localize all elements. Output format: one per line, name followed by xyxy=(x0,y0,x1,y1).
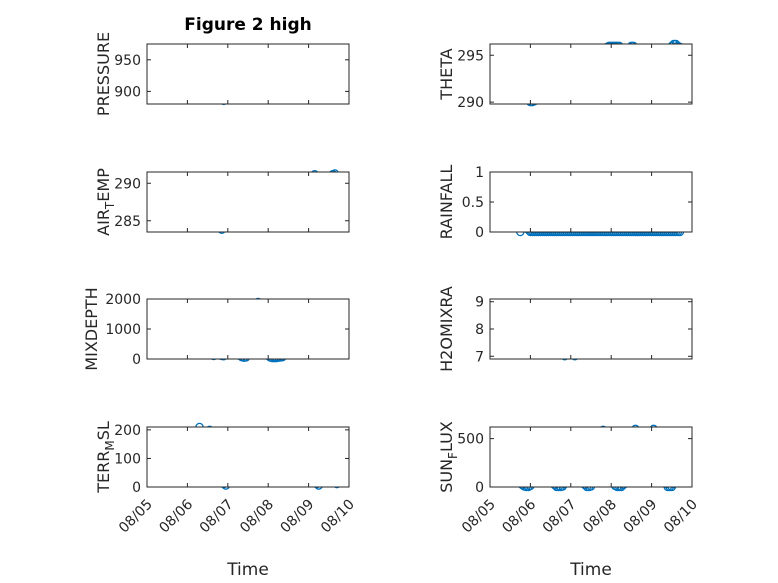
y-axis-label-main: SUN xyxy=(437,459,456,493)
y-axis-label-rest: LUX xyxy=(437,421,456,452)
y-axis-label: AIRTEMP xyxy=(94,168,117,236)
y-tick-label: 0 xyxy=(132,480,141,496)
y-axis-label-subscript: F xyxy=(446,452,460,459)
x-tick-label: 08/09 xyxy=(621,497,661,537)
y-tick-label: 2000 xyxy=(105,292,141,308)
x-tick-label: 08/10 xyxy=(661,497,701,537)
y-axis-label-main: RAINFALL xyxy=(437,165,456,240)
y-tick-label: 0.5 xyxy=(462,195,484,211)
y-axis-label-main: MIXDEPTH xyxy=(82,287,101,370)
y-axis-label-subscript: T xyxy=(103,201,117,210)
axes-box xyxy=(489,43,693,105)
y-tick-label: 1000 xyxy=(105,322,141,338)
y-axis-label: MIXDEPTH xyxy=(82,287,101,370)
y-axis-label: THETA xyxy=(437,48,456,100)
axes-box xyxy=(489,171,693,233)
x-axis-label: Time xyxy=(226,560,269,580)
x-tick-label: 08/08 xyxy=(580,497,620,537)
axes-box xyxy=(489,298,693,360)
y-tick-label: 950 xyxy=(114,53,141,69)
x-tick-label: 08/10 xyxy=(318,497,358,537)
axes-box xyxy=(146,298,350,360)
y-tick-label: 0 xyxy=(132,352,141,368)
axes-box xyxy=(489,426,693,488)
x-axis-label: Time xyxy=(569,560,612,580)
x-tick-label: 08/07 xyxy=(540,497,580,537)
y-tick-label: 500 xyxy=(457,432,484,448)
y-tick-label: 9 xyxy=(475,295,484,311)
x-tick-label: 08/09 xyxy=(278,497,318,537)
y-tick-label: 7 xyxy=(475,349,484,365)
panel-sun-flux: 0 500 08/05 08/06 08/07 08/08 08/09 08/10 Time SU… xyxy=(437,421,701,580)
x-tick-label: 08/05 xyxy=(116,497,156,537)
panel-rainfall: 0 0.5 1 RAINFALL xyxy=(437,165,693,241)
y-axis-label-main: H2OMIXRA xyxy=(437,286,456,372)
x-tick-label: 08/06 xyxy=(499,496,539,536)
y-tick-label: 0 xyxy=(475,480,484,496)
y-axis-label: SUNFLUX xyxy=(437,421,460,493)
y-axis-label-subscript: M xyxy=(103,440,117,450)
x-tick-label: 08/05 xyxy=(459,497,499,537)
y-axis-label: H2OMIXRA xyxy=(437,286,456,372)
y-tick-label: 285 xyxy=(114,214,141,230)
x-tick-label: 08/08 xyxy=(237,497,277,537)
y-tick-label: 1 xyxy=(475,165,484,181)
y-axis-label-main: AIR xyxy=(94,209,113,236)
y-axis-label-main: PRESSURE xyxy=(94,32,113,116)
panel-terr-msl: 0 100 200 08/05 08/06 08/07 08/08 08/09 08/10 Tim… xyxy=(94,421,358,580)
y-tick-label: 900 xyxy=(114,84,141,100)
y-tick-label: 0 xyxy=(475,225,484,241)
y-axis-label: PRESSURE xyxy=(94,32,113,116)
y-axis-label-main: THETA xyxy=(437,48,456,100)
x-tick-label: 08/06 xyxy=(156,496,196,536)
y-axis-label: RAINFALL xyxy=(437,165,456,240)
y-tick-label: 8 xyxy=(475,322,484,338)
y-tick-label: 200 xyxy=(114,423,141,439)
chart-title: Figure 2 high xyxy=(184,15,312,35)
axes-box xyxy=(146,426,350,488)
y-tick-label: 290 xyxy=(114,176,141,192)
axes-box xyxy=(146,43,350,105)
x-tick-label: 08/07 xyxy=(197,497,237,537)
y-axis-label-rest: EMP xyxy=(94,168,113,202)
y-axis-label: TERRMSL xyxy=(94,421,117,494)
y-axis-label-rest: SL xyxy=(94,421,113,440)
panel-h2omixra: 7 8 9 H2OMIXRA xyxy=(437,286,693,372)
y-tick-label: 100 xyxy=(114,451,141,467)
y-axis-label-main: TERR xyxy=(94,451,113,494)
axes-box xyxy=(146,171,350,233)
y-tick-label: 290 xyxy=(457,95,484,111)
y-tick-label: 295 xyxy=(457,48,484,64)
